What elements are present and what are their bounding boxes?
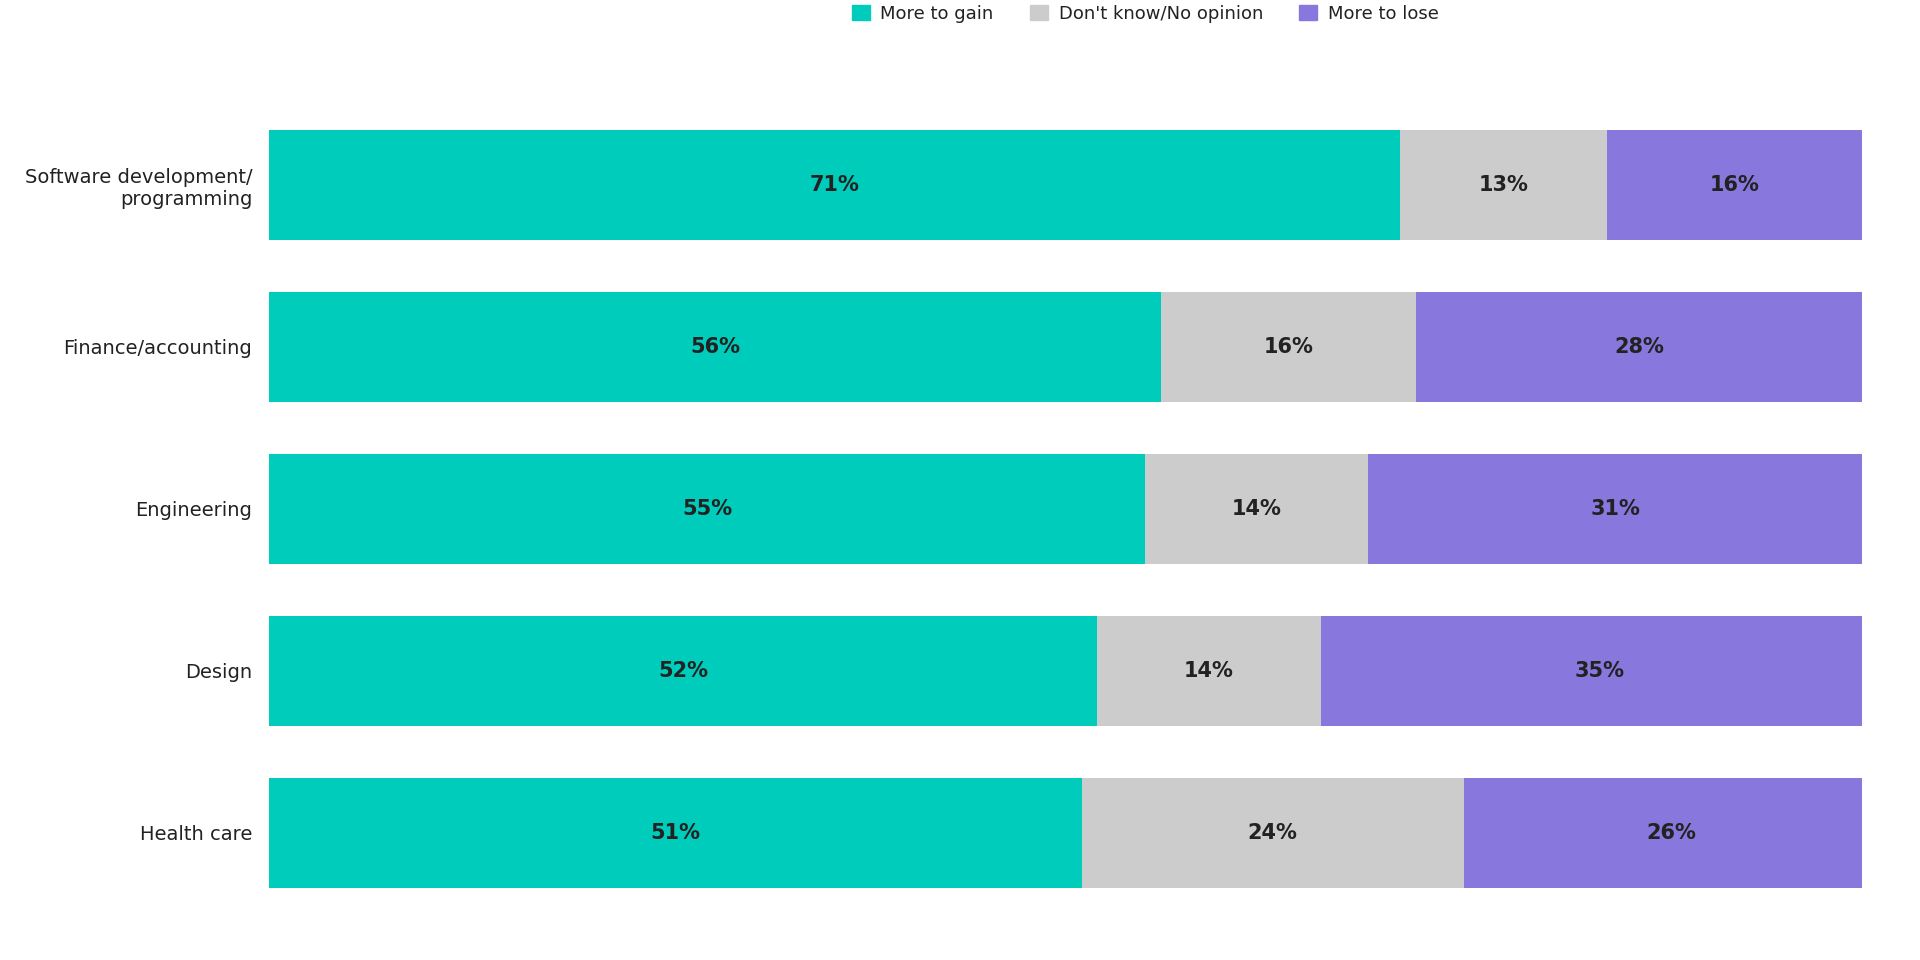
Text: 35%: 35% (1574, 660, 1624, 681)
Bar (269, 130, 1400, 240)
Bar (1162, 292, 1417, 402)
Bar (269, 292, 1162, 402)
Bar (1144, 454, 1369, 564)
Bar (1081, 778, 1463, 888)
Text: 24%: 24% (1248, 823, 1298, 843)
Bar (1400, 130, 1607, 240)
Bar (269, 615, 1098, 726)
Legend: More to gain, Don't know/No opinion, More to lose: More to gain, Don't know/No opinion, Mor… (845, 0, 1446, 30)
Text: 55%: 55% (682, 499, 732, 518)
Text: 31%: 31% (1590, 499, 1640, 518)
Text: 14%: 14% (1185, 660, 1235, 681)
Text: 56%: 56% (689, 337, 739, 357)
Text: 13%: 13% (1478, 175, 1528, 195)
Bar (1607, 130, 1862, 240)
Text: 16%: 16% (1263, 337, 1313, 357)
Text: 51%: 51% (651, 823, 701, 843)
Bar (1321, 615, 1878, 726)
Text: 28%: 28% (1615, 337, 1665, 357)
Text: 14%: 14% (1233, 499, 1283, 518)
Text: 26%: 26% (1645, 823, 1695, 843)
Bar (269, 454, 1144, 564)
Bar (269, 778, 1081, 888)
Bar (1463, 778, 1878, 888)
Bar (1417, 292, 1862, 402)
Text: 71%: 71% (810, 175, 860, 195)
Text: 16%: 16% (1711, 175, 1761, 195)
Text: 52%: 52% (659, 660, 708, 681)
Bar (1098, 615, 1321, 726)
Bar (1369, 454, 1862, 564)
